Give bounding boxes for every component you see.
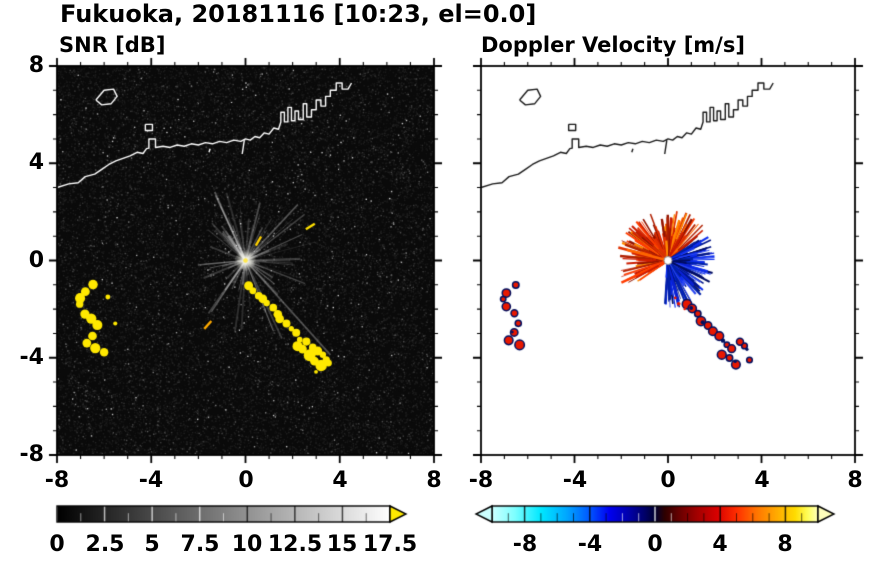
snr-y-tick-label-1: 4 xyxy=(28,149,44,175)
doppler-colorbar-label-0: -8 xyxy=(512,532,538,557)
doppler-x-tick-label-1: -4 xyxy=(562,468,588,493)
snr-colorbar-label-2: 5 xyxy=(144,532,160,557)
snr-x-tick-label-3: 4 xyxy=(332,468,348,493)
snr-x-tick-label-2: 0 xyxy=(238,468,254,493)
doppler-x-tick-label-4: 8 xyxy=(847,468,863,493)
doppler-colorbar-label-3: 4 xyxy=(712,532,728,557)
snr-colorbar-label-6: 15 xyxy=(326,532,358,557)
doppler-x-tick-label-3: 4 xyxy=(754,468,770,493)
snr-colorbar-label-1: 2.5 xyxy=(85,532,125,557)
doppler-x-tick-label-2: 0 xyxy=(660,468,676,493)
doppler-x-tick-label-0: -8 xyxy=(468,468,494,493)
figure-title: Fukuoka, 20181116 [10:23, el=0.0] xyxy=(60,0,537,28)
doppler-colorbar-label-2: 0 xyxy=(647,532,663,557)
doppler-colorbar-label-1: -4 xyxy=(577,532,603,557)
doppler-panel-title: Doppler Velocity [m/s] xyxy=(481,33,745,57)
snr-x-tick-label-4: 8 xyxy=(426,468,442,493)
doppler-colorbar-label-4: 8 xyxy=(777,532,793,557)
snr-colorbar-label-7: 17.5 xyxy=(362,532,418,557)
snr-x-tick-label-1: -4 xyxy=(138,468,164,493)
snr-x-tick-label-0: -8 xyxy=(44,468,70,493)
snr-colorbar-label-5: 12.5 xyxy=(267,532,323,557)
snr-colorbar-label-3: 7.5 xyxy=(180,532,220,557)
snr-colorbar-label-4: 10 xyxy=(231,532,263,557)
snr-y-tick-label-0: 8 xyxy=(28,52,44,78)
snr-y-tick-label-3: -4 xyxy=(19,344,44,370)
snr-y-tick-label-4: -8 xyxy=(19,441,44,467)
snr-panel-title: SNR [dB] xyxy=(59,33,166,57)
snr-y-tick-label-2: 0 xyxy=(28,247,44,273)
snr-colorbar-label-0: 0 xyxy=(49,532,65,557)
